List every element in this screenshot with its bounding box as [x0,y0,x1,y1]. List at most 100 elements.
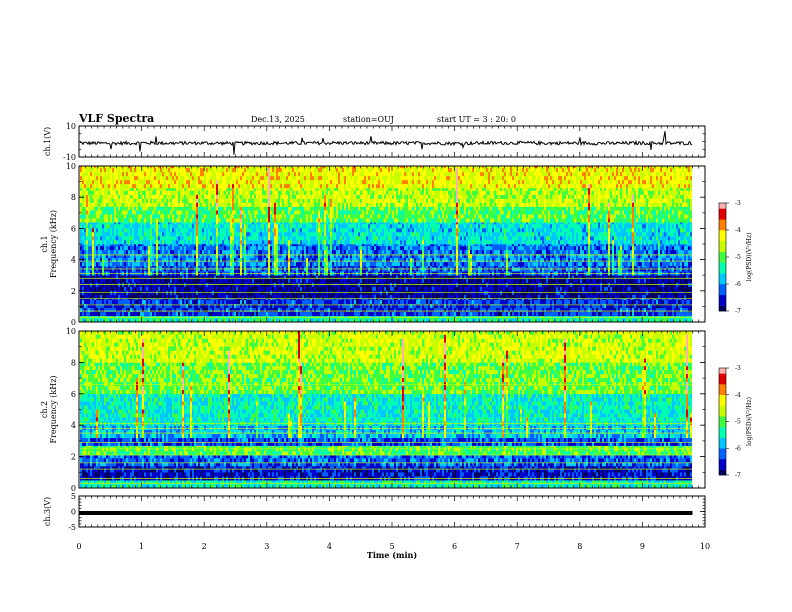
spec1-cell [214,261,217,267]
spec1-cell [180,236,183,241]
spec1-cell [182,244,185,247]
spec1-cell [274,175,277,181]
spec1-cell [228,183,231,189]
spec1-cell [126,240,129,245]
spec1-cell [146,245,149,251]
spec1-cell [272,257,275,263]
spec1-cell [260,261,263,267]
spec1-cell [258,244,261,247]
spec1-cell [120,275,123,279]
spec1-cell [218,294,221,299]
spec1-cell [118,194,121,199]
spec1-cell [152,245,155,251]
spec1-cell [210,299,213,305]
spec1-cell [232,179,235,185]
spec1-cell [86,236,89,241]
spec1-cell [224,175,227,181]
spec1-cell [160,311,163,317]
spec1-cell [86,265,89,268]
spec1-cell [124,318,127,323]
spec1-cell [266,210,269,215]
spec1-cell [122,190,125,195]
spec1-cell [230,311,233,317]
spec1-cell [172,299,175,305]
spec1-cell [90,307,93,313]
spec1-cell [212,311,215,317]
spec1-cell [162,303,165,309]
spec1-cell [278,299,281,305]
spec1-cell [296,218,299,223]
spec1-cell [226,265,229,268]
spec1-cell [116,278,119,283]
spec1-cell [290,218,293,223]
spec1-cell [156,244,159,247]
spec1-cell [186,179,189,185]
spec1-cell [134,214,137,219]
spec1-cell [164,318,167,323]
spec1-cell [194,298,197,301]
spec1-cell [290,311,293,317]
spec1-cell [84,245,87,251]
spec1-cell [238,261,241,267]
spec1-cell [118,222,121,225]
spec1-cell [130,206,133,211]
spec1-cell [110,232,113,237]
spec1-cell [184,245,187,251]
spec1-cell [238,249,241,255]
spec1-cell [96,183,99,189]
spec1-cell [138,222,141,225]
spec1-cell [228,311,231,317]
spec1-cell [86,311,89,317]
spec1-cell [214,218,217,223]
spec1-cell [156,240,159,245]
spec1-cell [232,175,235,181]
spec1-cell [242,278,245,283]
spec1-cell [218,245,221,251]
spec1-cell [166,194,169,199]
spec1-cell [242,298,245,301]
spec1-cell [138,166,141,169]
spec1-cell [156,218,159,223]
spec1-cell [204,303,207,309]
spec1-cell [202,318,205,323]
spec1-cell [274,249,277,255]
spec1-cell [116,183,119,189]
spec1-cell [152,265,155,268]
spec1-cell [170,175,173,181]
spec1-cell [162,236,165,241]
spec1-cell [120,218,123,223]
spec1-cell [130,257,133,263]
spec1-cell [276,202,279,207]
spec1-cell [196,286,199,291]
spec1-cell [136,175,139,181]
spec1-cell [94,218,97,223]
spec1-cell [228,214,231,219]
spec1-cell [194,187,197,191]
spec1-cell [112,298,115,301]
spec1-cell [290,183,293,189]
spec1-cell [186,245,189,251]
spec1-cell [92,286,95,291]
spec1-cell [290,249,293,255]
spec1-cell [292,214,295,219]
spec1-cell [230,167,233,173]
spec1-cell [242,303,245,309]
spec1-cell [120,294,123,299]
spec1-cell [206,294,209,299]
spec1-cell [224,244,227,247]
spec1-cell [142,286,145,291]
spec1-cell [114,232,117,237]
spec1-cell [240,265,243,268]
spec1-cell [248,244,251,247]
spec1-cell [126,298,129,301]
spec1-cell [184,261,187,267]
spec1-cell [240,194,243,199]
spec1-cell [298,175,301,181]
spec1-cell [160,218,163,223]
spec1-cell [128,245,131,251]
spec1-cell [90,187,93,191]
spec1-cell [250,206,253,211]
spec1-cell [150,257,153,263]
spec1-cell [148,298,151,301]
spec1-cell [174,303,177,309]
